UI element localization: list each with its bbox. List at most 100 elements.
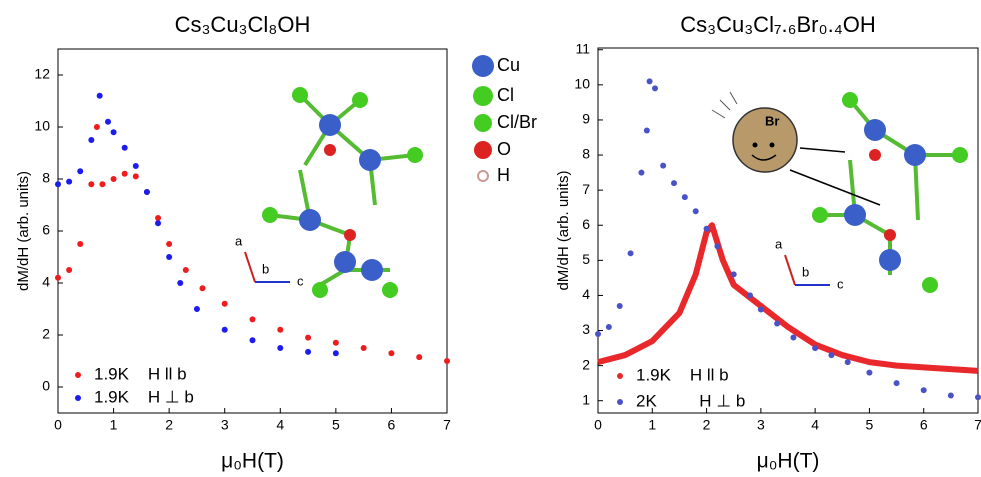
y-tick-label: 10 <box>574 76 590 92</box>
data-point <box>757 306 764 313</box>
legend-marker <box>75 372 81 378</box>
annotation: Br <box>765 113 779 128</box>
data-point <box>99 181 106 188</box>
y-tick-label: 7 <box>582 181 590 197</box>
x-tick-label: 4 <box>276 417 284 433</box>
x-tick-label: 0 <box>54 417 62 433</box>
data-point <box>55 274 61 281</box>
data-point <box>155 220 162 227</box>
y-tick-label: 4 <box>42 274 50 290</box>
br-cartoon <box>711 91 881 206</box>
data-line <box>597 222 979 374</box>
y-tick-label: 8 <box>42 170 50 186</box>
data-point <box>692 208 699 215</box>
annotation: O <box>497 139 511 159</box>
data-point <box>199 285 206 292</box>
data-point <box>182 267 189 273</box>
legend-marker <box>617 399 623 405</box>
data-point <box>277 326 284 333</box>
data-point <box>88 181 95 188</box>
x-axis-label: μ₀H(T) <box>221 450 284 473</box>
y-tick-label: 11 <box>575 40 590 56</box>
data-point <box>714 243 721 250</box>
crystal-atoms <box>812 92 968 293</box>
chart-title: Cs₃Cu₃Cl₇.₆Br₀.₄OH <box>680 12 875 37</box>
data-point <box>221 300 228 307</box>
data-point <box>249 316 256 323</box>
data-point <box>893 380 900 387</box>
axes-arrows <box>244 251 830 286</box>
x-tick-label: 6 <box>388 417 396 433</box>
y-tick-label: 4 <box>582 286 590 302</box>
x-tick-label: 3 <box>221 417 229 433</box>
y-tick-label: 6 <box>582 216 590 232</box>
data-point <box>96 92 103 99</box>
data-point <box>660 162 667 169</box>
data-point <box>643 127 650 134</box>
annotation: a <box>775 236 783 251</box>
data-point <box>110 129 117 136</box>
y-tick-label: 0 <box>42 378 50 394</box>
x-tick-label: 1 <box>110 417 118 433</box>
data-point <box>332 339 339 346</box>
data-point <box>305 334 312 341</box>
atom-legend-icons <box>472 55 494 182</box>
data-point <box>652 85 658 92</box>
data-point <box>277 345 284 351</box>
y-tick-label: 2 <box>42 326 50 342</box>
data-point <box>747 292 753 299</box>
y-tick-label: 5 <box>582 251 590 267</box>
data-point <box>388 350 395 357</box>
x-tick-label: 6 <box>920 417 928 433</box>
data-point <box>627 250 634 257</box>
data-point <box>193 306 200 312</box>
data-point <box>166 254 173 260</box>
annotation: H <box>497 165 510 185</box>
data-point <box>221 326 228 333</box>
data-point <box>975 394 981 401</box>
data-point <box>121 170 128 177</box>
data-point <box>155 215 162 221</box>
y-tick-label: 9 <box>582 111 590 127</box>
data-point <box>595 331 601 338</box>
data-point <box>105 118 112 125</box>
data-point <box>828 352 835 359</box>
legend-label: 1.9K H ll b <box>94 364 187 383</box>
data-point <box>55 181 61 188</box>
x-axis-label: μ₀H(T) <box>757 450 820 473</box>
data-point <box>947 392 954 399</box>
legend-label: 2K H ⊥ b <box>636 391 745 410</box>
y-tick-label: 10 <box>34 118 50 134</box>
x-tick-label: 2 <box>703 417 711 433</box>
data-point <box>132 163 139 169</box>
data-point <box>77 168 84 175</box>
plot-frame <box>597 47 979 414</box>
data-point <box>616 302 623 309</box>
chart-title: Cs₃Cu₃Cl₈OH <box>175 12 311 37</box>
x-tick-label: 3 <box>757 417 765 433</box>
legend-label: 1.9K H ⊥ b <box>94 387 194 406</box>
data-point <box>730 271 737 278</box>
annotation: b <box>802 264 809 279</box>
data-point <box>110 176 117 182</box>
data-point <box>444 358 450 364</box>
data-point <box>416 354 423 361</box>
legend-marker <box>617 373 623 379</box>
crystal-structure <box>820 98 960 275</box>
y-tick-label: 8 <box>582 146 590 162</box>
data-point <box>305 348 312 355</box>
x-tick-label: 5 <box>332 417 340 433</box>
plot-frame <box>57 48 448 414</box>
y-tick-label: 2 <box>582 356 590 372</box>
y-tick-label: 6 <box>42 222 50 238</box>
annotation: Cl/Br <box>497 112 537 132</box>
data-point <box>88 137 95 143</box>
data-point <box>646 78 653 85</box>
data-point <box>177 280 184 286</box>
legend-label: 1.9K H ll b <box>636 365 729 384</box>
data-point <box>143 189 150 195</box>
data-point <box>132 173 139 180</box>
data-point <box>66 178 73 185</box>
crystal-atoms <box>262 87 423 298</box>
data-point <box>66 267 73 273</box>
